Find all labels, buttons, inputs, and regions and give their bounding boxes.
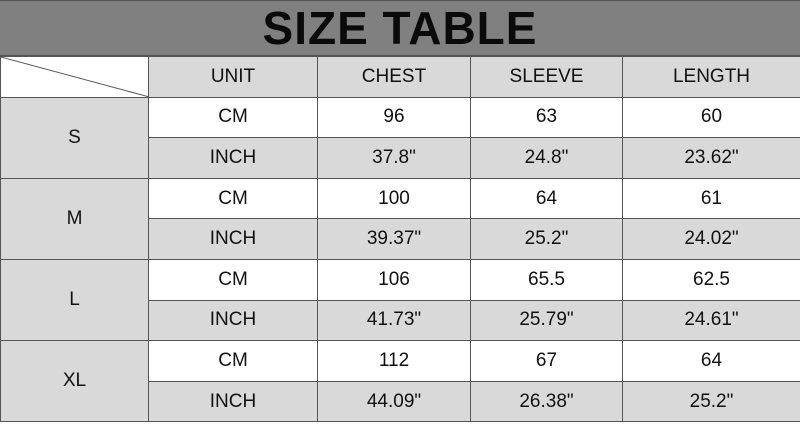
length-cell: 61 bbox=[622, 177, 800, 220]
diagonal-line bbox=[1, 57, 148, 97]
chest-cell: 96 bbox=[317, 96, 471, 139]
sleeve-cell: 25.2" bbox=[470, 218, 623, 260]
chest-cell: 106 bbox=[317, 258, 471, 301]
unit-cell: CM bbox=[148, 258, 318, 301]
size-label: M bbox=[0, 177, 149, 260]
chest-cell: 37.8" bbox=[317, 137, 471, 179]
unit-cell: INCH bbox=[148, 137, 318, 179]
unit-cell: CM bbox=[148, 177, 318, 220]
length-cell: 24.02" bbox=[622, 218, 800, 260]
length-cell: 62.5 bbox=[622, 258, 800, 301]
size-label: XL bbox=[0, 340, 149, 423]
chest-cell: 41.73" bbox=[317, 299, 471, 342]
unit-cell: INCH bbox=[148, 299, 318, 342]
header-sleeve: SLEEVE bbox=[470, 56, 623, 98]
sleeve-cell: 25.79" bbox=[470, 299, 623, 342]
chest-cell: 44.09" bbox=[317, 380, 471, 423]
size-table: UNIT CHEST SLEEVE LENGTH S CM 96 63 60 INCH 37… bbox=[0, 56, 800, 423]
table-row: INCH 37.8" 24.8" 23.62" bbox=[1, 137, 800, 179]
table-row: INCH 39.37" 25.2" 24.02" bbox=[1, 218, 800, 260]
table-row: L CM 106 65.5 62.5 bbox=[0, 258, 800, 342]
size-label: L bbox=[0, 258, 149, 342]
sleeve-cell: 65.5 bbox=[470, 258, 623, 301]
chest-cell: 39.37" bbox=[317, 218, 471, 260]
length-cell: 25.2" bbox=[622, 380, 800, 423]
unit-cell: INCH bbox=[148, 380, 318, 423]
sleeve-cell: 24.8" bbox=[470, 137, 623, 179]
chest-cell: 100 bbox=[317, 177, 471, 220]
sleeve-cell: 63 bbox=[470, 96, 623, 139]
size-label: S bbox=[0, 96, 149, 179]
table-row: INCH 44.09" 26.38" 25.2" bbox=[1, 380, 800, 423]
table-row: S CM 96 63 60 bbox=[0, 96, 800, 179]
length-cell: 23.62" bbox=[622, 137, 800, 179]
header-row: UNIT CHEST SLEEVE LENGTH bbox=[0, 56, 800, 98]
table-row: M CM 100 64 61 bbox=[0, 177, 800, 260]
header-chest: CHEST bbox=[317, 56, 471, 98]
unit-cell: CM bbox=[148, 96, 318, 139]
unit-cell: CM bbox=[148, 340, 318, 382]
sleeve-cell: 26.38" bbox=[470, 380, 623, 423]
table-row: INCH 41.73" 25.79" 24.61" bbox=[1, 299, 800, 342]
table-row: XL CM 112 67 64 bbox=[0, 340, 800, 423]
corner-cell bbox=[0, 56, 149, 98]
chest-cell: 112 bbox=[317, 340, 471, 382]
header-length: LENGTH bbox=[622, 56, 800, 98]
header-unit: UNIT bbox=[148, 56, 318, 98]
unit-cell: INCH bbox=[148, 218, 318, 260]
length-cell: 60 bbox=[622, 96, 800, 139]
size-table-title: SIZE TABLE bbox=[0, 0, 800, 56]
length-cell: 64 bbox=[622, 340, 800, 382]
sleeve-cell: 64 bbox=[470, 177, 623, 220]
sleeve-cell: 67 bbox=[470, 340, 623, 382]
length-cell: 24.61" bbox=[622, 299, 800, 342]
